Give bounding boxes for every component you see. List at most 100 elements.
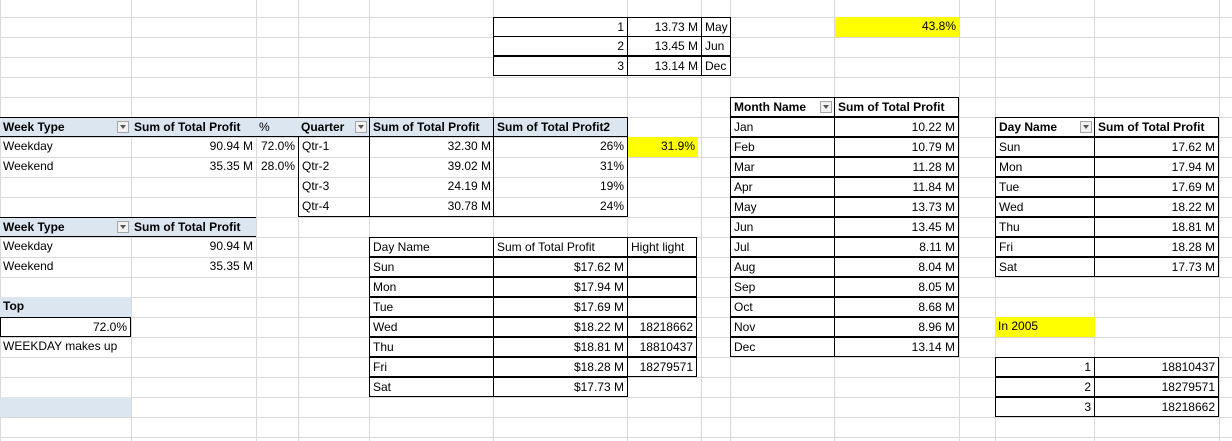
profit-cell[interactable]: 35.35 M — [209, 259, 253, 273]
row-label[interactable]: Weekday — [3, 239, 53, 253]
highlight-cell[interactable] — [627, 277, 697, 297]
day-cell[interactable]: Thu — [369, 337, 494, 357]
month-cell[interactable]: Apr — [730, 177, 835, 197]
profit-cell[interactable]: $17.62 M — [493, 257, 628, 277]
row-label[interactable]: Weekend — [3, 259, 54, 273]
profit-cell[interactable]: 17.73 M — [1094, 257, 1219, 277]
value-cell[interactable]: 18810437 — [1094, 357, 1219, 377]
profit-cell[interactable]: 35.35 M — [209, 159, 253, 173]
row-label[interactable]: Qtr-2 — [298, 157, 369, 177]
month-cell[interactable]: Jun — [730, 217, 835, 237]
filter-dropdown-icon[interactable] — [117, 221, 129, 233]
top-value-cell[interactable]: 72.0% — [0, 317, 131, 337]
profit-cell[interactable]: 13.73 M — [834, 197, 959, 217]
month-cell[interactable]: Aug — [730, 257, 835, 277]
month-cell[interactable]: Dec — [730, 337, 835, 357]
rank-cell[interactable]: 2 — [493, 36, 628, 56]
profit-cell[interactable]: $18.28 M — [493, 357, 628, 377]
pivot-header-profit[interactable]: Sum of Total Profit — [369, 117, 494, 137]
pivot-header-profit2[interactable]: Sum of Total Profit2 — [493, 117, 628, 137]
rank-cell[interactable]: 1 — [493, 17, 628, 37]
month-cell[interactable]: May — [701, 17, 731, 37]
value-cell[interactable]: 18218662 — [1094, 397, 1219, 417]
rank-cell[interactable]: 1 — [995, 357, 1095, 377]
month-cell[interactable]: Sep — [730, 277, 835, 297]
month-cell[interactable]: Oct — [730, 297, 835, 317]
month-cell[interactable]: May — [730, 197, 835, 217]
profit-cell[interactable]: 8.11 M — [834, 237, 959, 257]
pivot-header-profit[interactable]: Sum of Total Profit — [131, 117, 256, 137]
highlight-cell[interactable]: 18810437 — [627, 337, 697, 357]
profit-cell[interactable]: 8.96 M — [834, 317, 959, 337]
percent-cell[interactable]: 19% — [493, 177, 628, 197]
table-header-profit[interactable]: Sum of Total Profit — [493, 237, 628, 257]
selected-cell[interactable] — [0, 397, 131, 417]
profit-cell[interactable]: 90.94 M — [209, 139, 253, 153]
profit-cell[interactable]: 90.94 M — [209, 239, 253, 253]
highlight-percent-cell[interactable]: 31.9% — [628, 137, 698, 157]
profit-cell[interactable]: 8.68 M — [834, 297, 959, 317]
month-cell[interactable]: Dec — [701, 56, 731, 76]
pivot-header-week-type[interactable]: Week Type — [0, 117, 131, 137]
filter-dropdown-icon[interactable] — [355, 121, 367, 133]
profit-cell[interactable]: 30.78 M — [369, 197, 494, 217]
percent-cell[interactable]: 24% — [493, 197, 628, 217]
profit-cell[interactable]: $17.94 M — [493, 277, 628, 297]
highlight-percent-cell[interactable]: 43.8% — [835, 17, 959, 37]
pivot-header-quarter[interactable]: Quarter — [298, 117, 369, 137]
profit-cell[interactable]: 8.04 M — [834, 257, 959, 277]
profit-cell[interactable]: 18.28 M — [1094, 237, 1219, 257]
pivot-header-profit[interactable]: Sum of Total Profit — [1094, 117, 1219, 137]
pivot-header-month[interactable]: Month Name — [730, 97, 835, 117]
top-caption-cell[interactable]: WEEKDAY makes up — [3, 339, 118, 353]
day-cell[interactable]: Sat — [369, 377, 494, 397]
month-cell[interactable]: Jan — [730, 117, 835, 137]
month-cell[interactable]: Jul — [730, 237, 835, 257]
value-cell[interactable]: 13.45 M — [627, 36, 702, 56]
filter-dropdown-icon[interactable] — [1080, 121, 1092, 133]
profit-cell[interactable]: $18.81 M — [493, 337, 628, 357]
table-header-highlight[interactable]: Hight light — [627, 237, 697, 257]
profit-cell[interactable]: 11.28 M — [834, 157, 959, 177]
row-label[interactable]: Qtr-3 — [298, 177, 369, 197]
percent-cell[interactable]: 26% — [493, 137, 628, 157]
profit-cell[interactable]: 18.81 M — [1094, 217, 1219, 237]
profit-cell[interactable]: $17.69 M — [493, 297, 628, 317]
profit-cell[interactable]: 11.84 M — [834, 177, 959, 197]
rank-cell[interactable]: 2 — [995, 377, 1095, 397]
profit-cell[interactable]: $17.73 M — [493, 377, 628, 397]
profit-cell[interactable]: 18.22 M — [1094, 197, 1219, 217]
profit-cell[interactable]: 24.19 M — [369, 177, 494, 197]
percent-cell[interactable]: 28.0% — [260, 159, 295, 173]
row-label[interactable]: Weekday — [3, 139, 53, 153]
profit-cell[interactable]: 17.94 M — [1094, 157, 1219, 177]
percent-cell[interactable]: 72.0% — [260, 139, 295, 153]
pivot-header-day[interactable]: Day Name — [995, 117, 1095, 137]
pivot-header-profit[interactable]: Sum of Total Profit — [834, 97, 959, 117]
day-cell[interactable]: Mon — [369, 277, 494, 297]
day-cell[interactable]: Fri — [369, 357, 494, 377]
day-cell[interactable]: Fri — [995, 237, 1095, 257]
day-cell[interactable]: Tue — [369, 297, 494, 317]
profit-cell[interactable]: $18.22 M — [493, 317, 628, 337]
day-cell[interactable]: Thu — [995, 217, 1095, 237]
month-cell[interactable]: Mar — [730, 157, 835, 177]
highlight-cell[interactable] — [627, 257, 697, 277]
top-title-cell[interactable]: Top — [0, 297, 131, 317]
profit-cell[interactable]: 17.62 M — [1094, 137, 1219, 157]
value-cell[interactable]: 18279571 — [1094, 377, 1219, 397]
day-cell[interactable]: Tue — [995, 177, 1095, 197]
highlight-cell[interactable]: 18279571 — [627, 357, 697, 377]
value-cell[interactable]: 13.14 M — [627, 56, 702, 76]
row-label[interactable]: Weekend — [3, 159, 54, 173]
table-header-day[interactable]: Day Name — [369, 237, 494, 257]
profit-cell[interactable]: 13.14 M — [834, 337, 959, 357]
filter-dropdown-icon[interactable] — [117, 121, 129, 133]
profit-cell[interactable]: 39.02 M — [369, 157, 494, 177]
profit-cell[interactable]: 10.79 M — [834, 137, 959, 157]
value-cell[interactable]: 13.73 M — [627, 17, 702, 37]
day-cell[interactable]: Sun — [369, 257, 494, 277]
rank-cell[interactable]: 3 — [995, 397, 1095, 417]
day-cell[interactable]: Sun — [995, 137, 1095, 157]
day-cell[interactable]: Wed — [995, 197, 1095, 217]
